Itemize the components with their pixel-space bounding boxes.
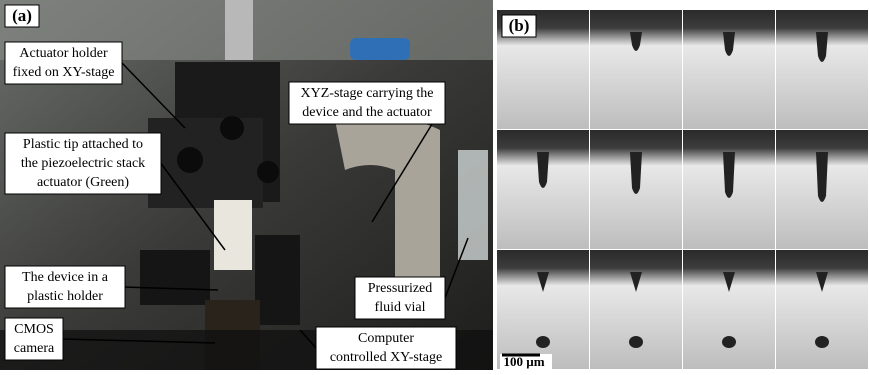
annotation-text: actuator (Green) (37, 175, 129, 190)
annotation-text: device and the actuator (302, 105, 432, 120)
annotation-text: camera (14, 341, 55, 356)
annotation-text: CMOS (14, 322, 54, 337)
droplet (815, 336, 829, 348)
frame (683, 250, 775, 369)
frame (590, 10, 682, 129)
annotation-text: Pressurized (368, 281, 433, 296)
frame (590, 250, 682, 369)
annotation-text: XYZ-stage carrying the (301, 86, 434, 101)
frame (683, 10, 775, 129)
frame (497, 130, 589, 249)
annotation-text: plastic holder (27, 289, 103, 304)
annotation-text: Actuator holder (19, 46, 108, 61)
frame (776, 10, 868, 129)
annotation-text: Computer (358, 331, 414, 346)
annotation-text: fluid vial (375, 300, 426, 315)
annotation-text: The device in a (22, 270, 109, 285)
panel-label: (b) (509, 16, 530, 35)
annotation-text: fixed on XY-stage (13, 65, 115, 80)
droplet (722, 336, 736, 348)
annotation-text: the piezoelectric stack (21, 156, 145, 171)
droplet (629, 336, 643, 348)
frame-grid (497, 10, 868, 369)
annotation-text: Plastic tip attached to (23, 137, 143, 152)
scale-bar-label: 100 µm (503, 354, 544, 369)
frame (776, 250, 868, 369)
panel-label: (a) (12, 6, 32, 25)
figure: Actuator holder fixed on XY-stage XYZ-stag… (0, 0, 869, 370)
annotation-text: controlled XY-stage (330, 350, 442, 365)
droplet (536, 336, 550, 348)
frame (497, 250, 589, 369)
